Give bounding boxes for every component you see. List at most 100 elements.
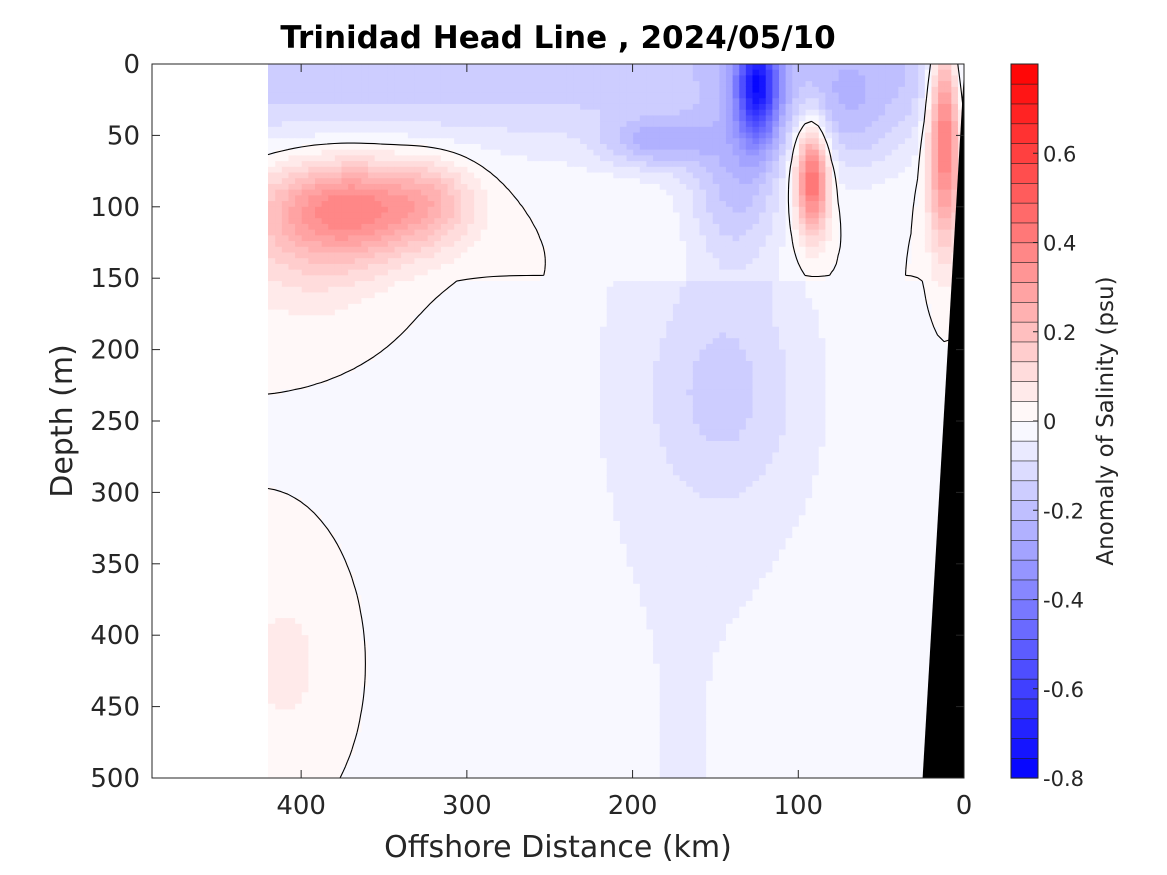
field-cell xyxy=(519,212,528,219)
field-cell xyxy=(778,235,786,242)
field-cell xyxy=(559,303,567,311)
field-cell xyxy=(374,103,382,111)
field-cell xyxy=(725,103,733,111)
field-cell xyxy=(877,321,886,328)
field-cell xyxy=(586,81,594,88)
field-cell xyxy=(791,195,799,202)
field-cell xyxy=(427,166,435,174)
field-cell xyxy=(566,126,574,134)
field-cell xyxy=(592,286,601,294)
field-cell xyxy=(751,103,760,111)
field-cell xyxy=(884,235,892,242)
field-cell xyxy=(645,292,654,299)
field-cell xyxy=(387,121,395,128)
field-cell xyxy=(685,189,693,196)
field-cell xyxy=(334,98,342,105)
field-cell xyxy=(785,121,793,128)
field-cell xyxy=(440,309,448,316)
field-cell xyxy=(546,229,554,236)
field-cell xyxy=(314,321,322,328)
field-cell xyxy=(301,309,309,316)
field-cell xyxy=(718,183,726,191)
field-cell xyxy=(877,332,886,339)
field-cell xyxy=(393,138,402,145)
field-cell xyxy=(645,309,654,316)
field-cell xyxy=(864,326,872,334)
field-cell xyxy=(347,195,355,202)
field-cell xyxy=(526,258,534,265)
field-cell xyxy=(877,115,886,122)
field-cell xyxy=(659,201,667,208)
field-cell xyxy=(380,98,388,105)
field-cell xyxy=(281,86,289,94)
field-cell xyxy=(519,98,528,105)
field-cell xyxy=(480,286,488,294)
field-cell xyxy=(632,64,640,71)
field-cell xyxy=(433,109,441,117)
field-cell xyxy=(798,189,806,196)
field-cell xyxy=(559,229,567,236)
field-cell xyxy=(692,201,700,208)
field-cell xyxy=(844,98,852,105)
field-cell xyxy=(446,281,455,288)
field-cell xyxy=(718,298,726,305)
field-cell xyxy=(612,143,620,151)
field-cell xyxy=(811,286,819,294)
field-cell xyxy=(506,161,514,168)
field-cell xyxy=(281,92,289,99)
field-cell xyxy=(334,121,342,128)
field-cell xyxy=(374,126,382,134)
field-cell xyxy=(493,206,501,214)
field-cell xyxy=(553,201,561,208)
field-cell xyxy=(559,269,567,276)
field-cell xyxy=(460,138,468,145)
field-cell xyxy=(294,75,302,82)
field-cell xyxy=(606,223,614,231)
field-cell xyxy=(533,178,541,185)
field-cell xyxy=(413,103,422,111)
field-cell xyxy=(294,303,302,311)
field-cell xyxy=(930,138,939,145)
field-cell xyxy=(632,252,640,259)
field-cell xyxy=(698,98,707,105)
field-cell xyxy=(864,75,872,82)
field-cell xyxy=(407,143,415,151)
field-cell xyxy=(930,281,939,288)
field-cell xyxy=(506,315,514,322)
field-cell xyxy=(546,138,554,145)
field-cell xyxy=(738,75,746,82)
field-cell xyxy=(632,315,640,322)
field-cell xyxy=(678,69,687,77)
field-cell xyxy=(625,286,634,294)
field-cell xyxy=(705,298,713,305)
field-cell xyxy=(400,109,408,117)
field-cell xyxy=(592,172,601,179)
field-cell xyxy=(745,218,753,225)
field-cell xyxy=(619,149,627,156)
field-cell xyxy=(725,229,733,236)
field-cell xyxy=(718,241,726,248)
field-cell xyxy=(321,241,329,248)
field-cell xyxy=(559,292,567,299)
field-cell xyxy=(427,64,435,71)
field-cell xyxy=(493,92,501,99)
field-cell xyxy=(460,195,468,202)
field-cell xyxy=(639,161,647,168)
field-cell xyxy=(665,309,673,316)
field-cell xyxy=(659,258,667,265)
field-cell xyxy=(327,178,335,185)
field-cell xyxy=(798,109,806,117)
field-cell xyxy=(539,212,547,219)
field-cell xyxy=(460,246,468,254)
field-cell xyxy=(619,81,627,88)
field-cell xyxy=(380,246,388,254)
field-cell xyxy=(924,121,932,128)
field-cell xyxy=(705,292,713,299)
field-cell xyxy=(553,212,561,219)
field-cell xyxy=(672,195,680,202)
field-cell xyxy=(301,269,309,276)
field-cell xyxy=(851,241,859,248)
field-cell xyxy=(678,281,687,288)
field-cell xyxy=(678,263,687,271)
field-cell xyxy=(659,189,667,196)
